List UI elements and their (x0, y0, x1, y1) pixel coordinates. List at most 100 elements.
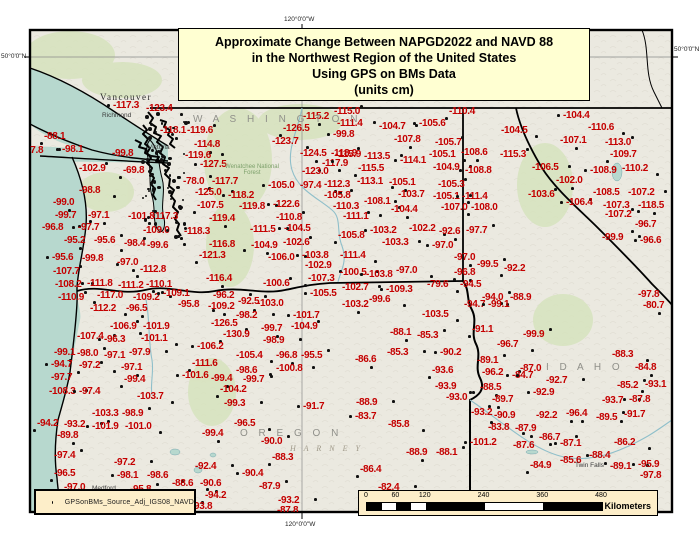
station-value-label: -115.0 (334, 106, 361, 117)
station-value-label: -96.5 (234, 418, 256, 429)
station-value-label: -112.2 (90, 303, 117, 314)
station-value-label: -84.9 (530, 460, 552, 471)
station-value-label: -130.9 (223, 329, 250, 340)
benchmark-station-dot (394, 159, 397, 162)
benchmark-station-dot (168, 156, 172, 161)
station-value-label: -93.0 (446, 392, 468, 403)
benchmark-station-dot (575, 435, 578, 438)
benchmark-station-dot (570, 420, 573, 423)
benchmark-station-dot (469, 165, 472, 168)
benchmark-station-dot (174, 234, 178, 239)
station-value-label: -102.9 (79, 163, 106, 174)
station-value-label: -93.2 (64, 419, 86, 430)
station-value-label: -101.7 (293, 310, 320, 321)
station-value-label: -92.5 (238, 296, 260, 307)
station-value-label: -108.8 (465, 165, 492, 176)
legend-box[interactable]: GPSonBMs_Source_Adj_IGS08_NAVD (34, 489, 196, 515)
benchmark-station-dot (278, 227, 281, 230)
station-value-label: -93.2 (278, 495, 300, 506)
benchmark-station-dot (72, 226, 75, 229)
station-value-label: -111.4 (462, 191, 488, 202)
station-value-label: -103.2 (370, 225, 397, 236)
station-value-label: -101.9 (143, 321, 170, 332)
benchmark-station-dot (103, 347, 106, 350)
station-value-label: -99.9 (523, 329, 545, 340)
benchmark-station-dot (120, 385, 123, 388)
benchmark-station-dot (443, 329, 446, 332)
benchmark-station-dot (216, 395, 219, 398)
station-value-label: -98.6 (236, 365, 258, 376)
station-value-label: -107.0 (441, 202, 468, 213)
station-value-label: -84.7 (512, 370, 534, 381)
station-value-label: -111.6 (192, 358, 218, 369)
benchmark-station-dot (165, 229, 169, 233)
benchmark-station-dot (267, 203, 270, 206)
station-value-label: -95.5 (301, 350, 323, 361)
benchmark-station-dot (236, 472, 239, 475)
station-value-label: -97.0 (432, 240, 454, 251)
station-value-label: -98.1 (62, 144, 84, 155)
station-value-label: -123.4 (146, 103, 173, 114)
benchmark-station-dot (327, 133, 330, 136)
station-value-label: -86.4 (360, 464, 382, 475)
scale-tick-label: 60 (391, 492, 400, 499)
benchmark-station-dot (180, 113, 183, 116)
benchmark-station-dot (86, 425, 89, 428)
benchmark-station-dot (213, 124, 216, 127)
benchmark-station-dot (526, 471, 529, 474)
benchmark-station-dot (157, 185, 162, 190)
benchmark-station-dot (468, 335, 471, 338)
axis-label-top-longitude: 120°0'0"W (284, 16, 315, 23)
benchmark-station-dot (463, 159, 466, 162)
benchmark-station-dot (620, 420, 623, 423)
station-value-label: -96.2 (213, 290, 235, 301)
axis-label-right-latitude: 50°0'0"N (674, 46, 700, 53)
station-value-label: -102.6 (283, 237, 310, 248)
station-value-label: -95.8 (178, 299, 200, 310)
station-value-label: -98.4 (124, 238, 146, 249)
benchmark-station-dot (249, 293, 252, 296)
station-value-label: -97.2 (79, 360, 101, 371)
station-value-label: -98.2 (236, 310, 258, 321)
axis-label-bottom-longitude: 120°0'0"W (285, 521, 316, 528)
benchmark-station-dot (503, 258, 506, 261)
station-value-label: -101.0 (125, 421, 152, 432)
station-value-label: -95.6 (52, 252, 74, 263)
benchmark-station-dot (209, 175, 212, 178)
title-line-1: Approximate Change Between NAPGD2022 and… (214, 35, 554, 49)
benchmark-station-dot (646, 464, 649, 467)
political-borders (76, 30, 672, 512)
station-value-label: -110.9 (58, 292, 85, 303)
scale-bar-segment (411, 503, 426, 510)
lakes (169, 162, 623, 474)
station-value-label: -103.3 (92, 408, 119, 419)
station-value-label: -96.7 (497, 339, 519, 350)
benchmark-station-dot (93, 301, 96, 304)
station-value-label: -98.1 (117, 470, 139, 481)
benchmark-station-dot (334, 190, 337, 193)
benchmark-station-dot (297, 405, 300, 408)
benchmark-station-dot (40, 142, 43, 145)
station-value-label: -96.8 (276, 350, 298, 361)
benchmark-station-dot (557, 114, 560, 117)
benchmark-station-dot (89, 220, 92, 223)
benchmark-station-dot (379, 214, 382, 217)
station-value-label: -84.8 (635, 362, 657, 373)
benchmark-station-dot (270, 360, 273, 363)
station-value-label: -105.3 (438, 179, 465, 190)
station-value-label: -89.5 (596, 412, 618, 423)
benchmark-station-dot (116, 263, 119, 266)
benchmark-station-dot (201, 501, 204, 504)
benchmark-station-dot (418, 240, 421, 243)
benchmark-station-dot (136, 275, 139, 278)
benchmark-station-dot (58, 148, 61, 151)
benchmark-station-dot (119, 176, 122, 179)
scale-bar-tick-labels: 0 60 120 240 360 480 (359, 492, 657, 501)
benchmark-station-dot (339, 191, 342, 194)
scale-bar-segment (396, 503, 412, 510)
benchmark-station-dot (476, 159, 479, 162)
benchmark-station-dot (586, 454, 589, 457)
station-value-label: -92.7 (546, 375, 568, 386)
station-value-label: -98.9 (122, 408, 144, 419)
